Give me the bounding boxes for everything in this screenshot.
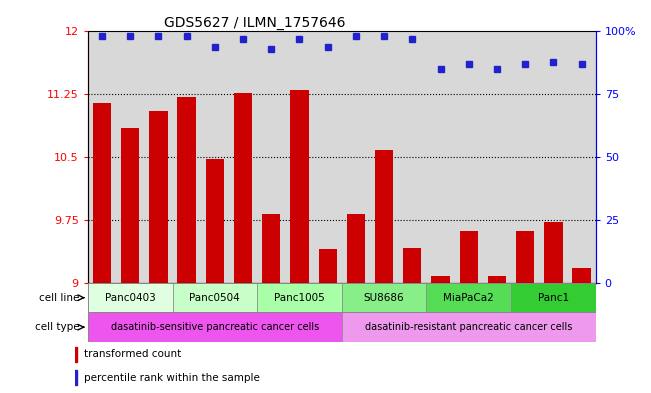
- Bar: [375, 151, 393, 283]
- Bar: [178, 97, 196, 283]
- Bar: [93, 103, 111, 283]
- Bar: [206, 159, 224, 283]
- Bar: [121, 128, 139, 283]
- Bar: [454, 31, 483, 283]
- Bar: [262, 214, 281, 283]
- Bar: [234, 93, 252, 283]
- Bar: [145, 31, 173, 283]
- Text: Panc1005: Panc1005: [274, 293, 325, 303]
- Bar: [121, 128, 139, 283]
- Bar: [178, 97, 196, 283]
- Bar: [460, 231, 478, 283]
- Bar: [511, 283, 596, 312]
- Bar: [426, 31, 454, 283]
- Bar: [572, 268, 590, 283]
- Bar: [544, 222, 562, 283]
- Bar: [285, 31, 314, 283]
- Bar: [516, 231, 534, 283]
- Bar: [290, 90, 309, 283]
- Bar: [488, 276, 506, 283]
- Bar: [342, 312, 596, 342]
- Text: cell type: cell type: [35, 322, 79, 332]
- Bar: [318, 250, 337, 283]
- Text: GDS5627 / ILMN_1757646: GDS5627 / ILMN_1757646: [164, 17, 346, 30]
- Bar: [342, 31, 370, 283]
- Bar: [88, 312, 342, 342]
- Text: dasatinib-sensitive pancreatic cancer cells: dasatinib-sensitive pancreatic cancer ce…: [111, 322, 319, 332]
- Bar: [318, 250, 337, 283]
- Bar: [370, 31, 398, 283]
- Bar: [75, 370, 77, 385]
- Bar: [290, 90, 309, 283]
- Bar: [201, 31, 229, 283]
- Text: dasatinib-resistant pancreatic cancer cells: dasatinib-resistant pancreatic cancer ce…: [365, 322, 572, 332]
- Bar: [234, 93, 252, 283]
- Bar: [347, 214, 365, 283]
- Bar: [426, 283, 511, 312]
- Bar: [88, 283, 173, 312]
- Bar: [149, 111, 167, 283]
- Bar: [342, 283, 426, 312]
- Text: Panc0504: Panc0504: [189, 293, 240, 303]
- Bar: [93, 103, 111, 283]
- Bar: [432, 276, 450, 283]
- Bar: [88, 31, 116, 283]
- Bar: [483, 31, 511, 283]
- Bar: [173, 283, 257, 312]
- Text: cell line: cell line: [39, 293, 79, 303]
- Bar: [572, 268, 590, 283]
- Bar: [544, 222, 562, 283]
- Bar: [116, 31, 145, 283]
- Bar: [398, 31, 426, 283]
- Text: Panc1: Panc1: [538, 293, 569, 303]
- Bar: [432, 276, 450, 283]
- Text: transformed count: transformed count: [84, 349, 181, 359]
- Text: MiaPaCa2: MiaPaCa2: [443, 293, 494, 303]
- Bar: [403, 248, 421, 283]
- Bar: [173, 31, 201, 283]
- Bar: [403, 248, 421, 283]
- Bar: [347, 214, 365, 283]
- Bar: [516, 231, 534, 283]
- Bar: [206, 159, 224, 283]
- Text: percentile rank within the sample: percentile rank within the sample: [84, 373, 260, 383]
- Bar: [314, 31, 342, 283]
- Bar: [460, 231, 478, 283]
- Bar: [511, 31, 539, 283]
- Bar: [375, 151, 393, 283]
- Bar: [75, 347, 77, 362]
- Bar: [149, 111, 167, 283]
- Bar: [488, 276, 506, 283]
- Bar: [257, 283, 342, 312]
- Bar: [568, 31, 596, 283]
- Text: Panc0403: Panc0403: [105, 293, 156, 303]
- Text: SU8686: SU8686: [364, 293, 404, 303]
- Bar: [257, 31, 285, 283]
- Bar: [539, 31, 568, 283]
- Bar: [262, 214, 281, 283]
- Bar: [229, 31, 257, 283]
